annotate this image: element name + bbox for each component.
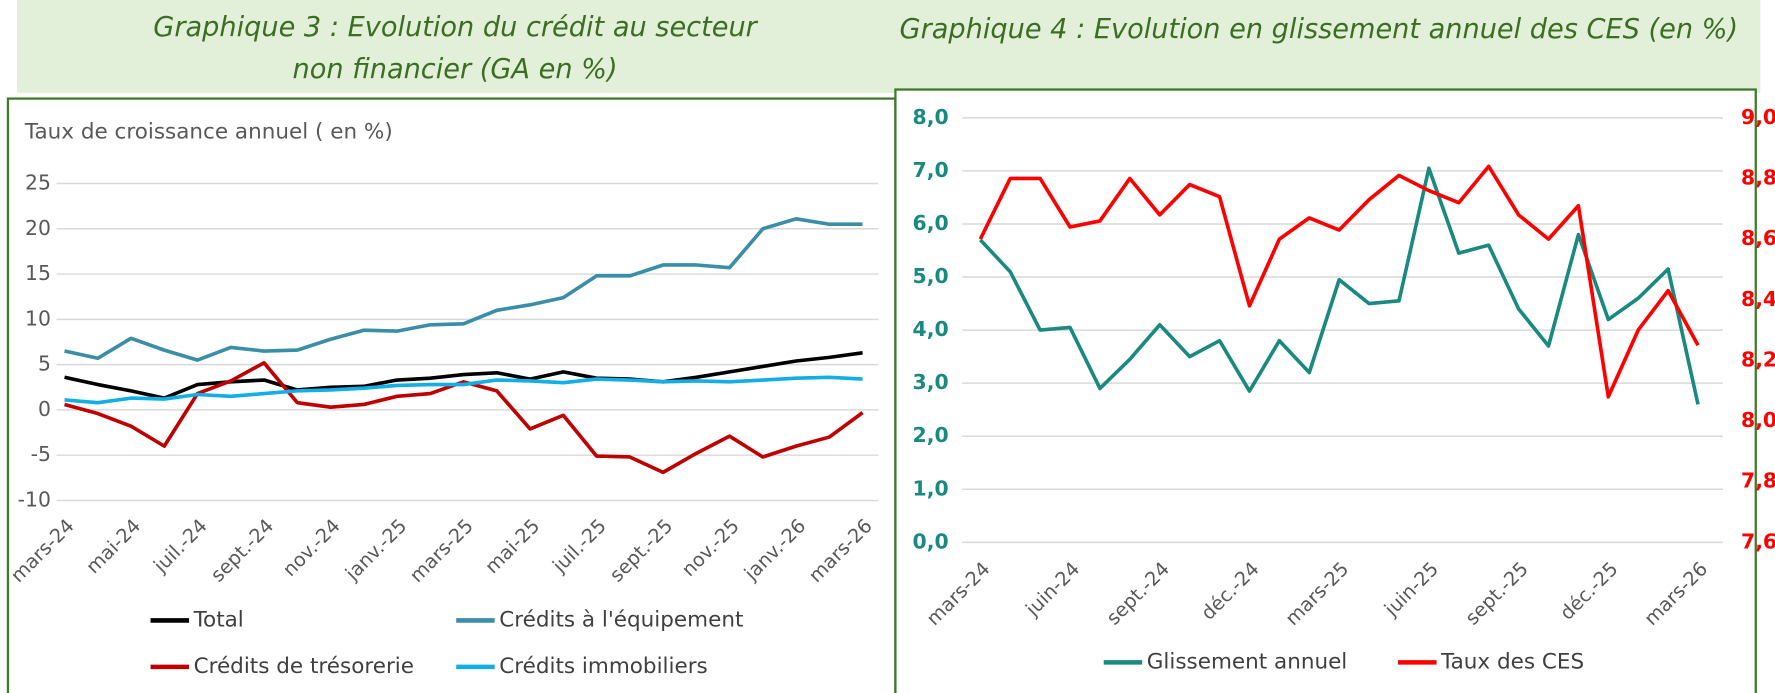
y-axis-label: Taux de croissance annuel ( en %) [24,120,393,145]
y-tick-label: 2,0 [913,423,949,447]
series-line [979,166,1700,405]
y2-tick-label: 7,8 [1741,469,1775,493]
chart-title: Graphique 3 : Evolution du crédit au sec… [153,12,758,43]
y2-tick-label: 8,8 [1741,165,1775,189]
y-tick-label: 20 [25,216,51,240]
legend-label: Crédits à l'équipement [499,607,743,632]
series-line [64,375,863,405]
y-tick-label: 7,0 [913,158,949,182]
y-tick-label: 5,0 [913,264,949,288]
y2-tick-label: 8,0 [1741,408,1775,432]
legend-label: Glissement annuel [1147,649,1348,674]
series-line [64,351,863,400]
title-banner [16,0,1761,93]
y2-tick-label: 7,6 [1741,529,1775,553]
y-tick-label: 4,0 [913,317,949,341]
y-tick-label: 25 [25,170,51,194]
y-tick-label: 10 [25,306,51,330]
chart-title: non financier (GA en %) [293,54,618,85]
y-tick-label: 3,0 [913,370,949,394]
y-tick-label: 0,0 [913,529,949,553]
legend-label: Total [193,607,244,632]
y2-tick-label: 9,0 [1741,105,1775,129]
series-line [978,164,1700,399]
y2-tick-label: 8,4 [1741,287,1775,311]
y2-tick-label: 8,2 [1741,347,1775,371]
series-line [64,216,863,362]
y-tick-label: 5 [38,352,51,376]
y-tick-label: 15 [25,261,51,285]
y2-tick-label: 8,6 [1741,226,1775,250]
chart-frame [6,97,897,693]
y-tick-label: 1,0 [913,476,949,500]
legend-label: Crédits de trésorerie [194,654,414,679]
legend-label: Crédits immobiliers [499,654,708,679]
y-tick-label: 6,0 [913,211,949,235]
y-tick-label: -5 [31,442,51,466]
y-tick-label: 0 [38,397,51,421]
legend-label: Taux des CES [1440,649,1584,674]
y-tick-label: -10 [18,487,51,511]
y-tick-label: 8,0 [913,105,949,129]
chart-title: Graphique 4 : Evolution en glissement an… [900,14,1739,45]
